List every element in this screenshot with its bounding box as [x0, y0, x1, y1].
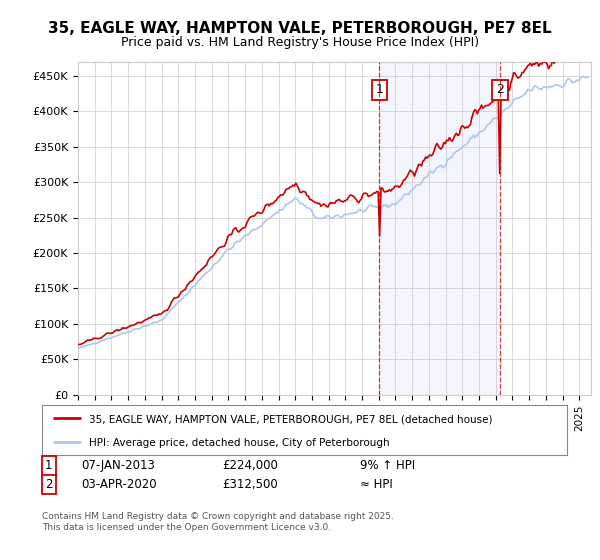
Text: 35, EAGLE WAY, HAMPTON VALE, PETERBOROUGH, PE7 8EL: 35, EAGLE WAY, HAMPTON VALE, PETERBOROUG…	[48, 21, 552, 36]
Text: HPI: Average price, detached house, City of Peterborough: HPI: Average price, detached house, City…	[89, 438, 390, 449]
Text: 35, EAGLE WAY, HAMPTON VALE, PETERBOROUGH, PE7 8EL (detached house): 35, EAGLE WAY, HAMPTON VALE, PETERBOROUG…	[89, 414, 493, 424]
Text: ≈ HPI: ≈ HPI	[360, 478, 393, 491]
Text: £312,500: £312,500	[222, 478, 278, 491]
Text: 2: 2	[45, 478, 53, 491]
Text: 9% ↑ HPI: 9% ↑ HPI	[360, 459, 415, 473]
Text: 1: 1	[376, 83, 383, 96]
Text: 2: 2	[496, 83, 504, 96]
Text: £224,000: £224,000	[222, 459, 278, 473]
Text: 07-JAN-2013: 07-JAN-2013	[81, 459, 155, 473]
Text: Price paid vs. HM Land Registry's House Price Index (HPI): Price paid vs. HM Land Registry's House …	[121, 36, 479, 49]
Text: 1: 1	[45, 459, 53, 473]
Bar	[379, 62, 500, 395]
Text: Contains HM Land Registry data © Crown copyright and database right 2025.
This d: Contains HM Land Registry data © Crown c…	[42, 512, 394, 532]
Text: 03-APR-2020: 03-APR-2020	[81, 478, 157, 491]
